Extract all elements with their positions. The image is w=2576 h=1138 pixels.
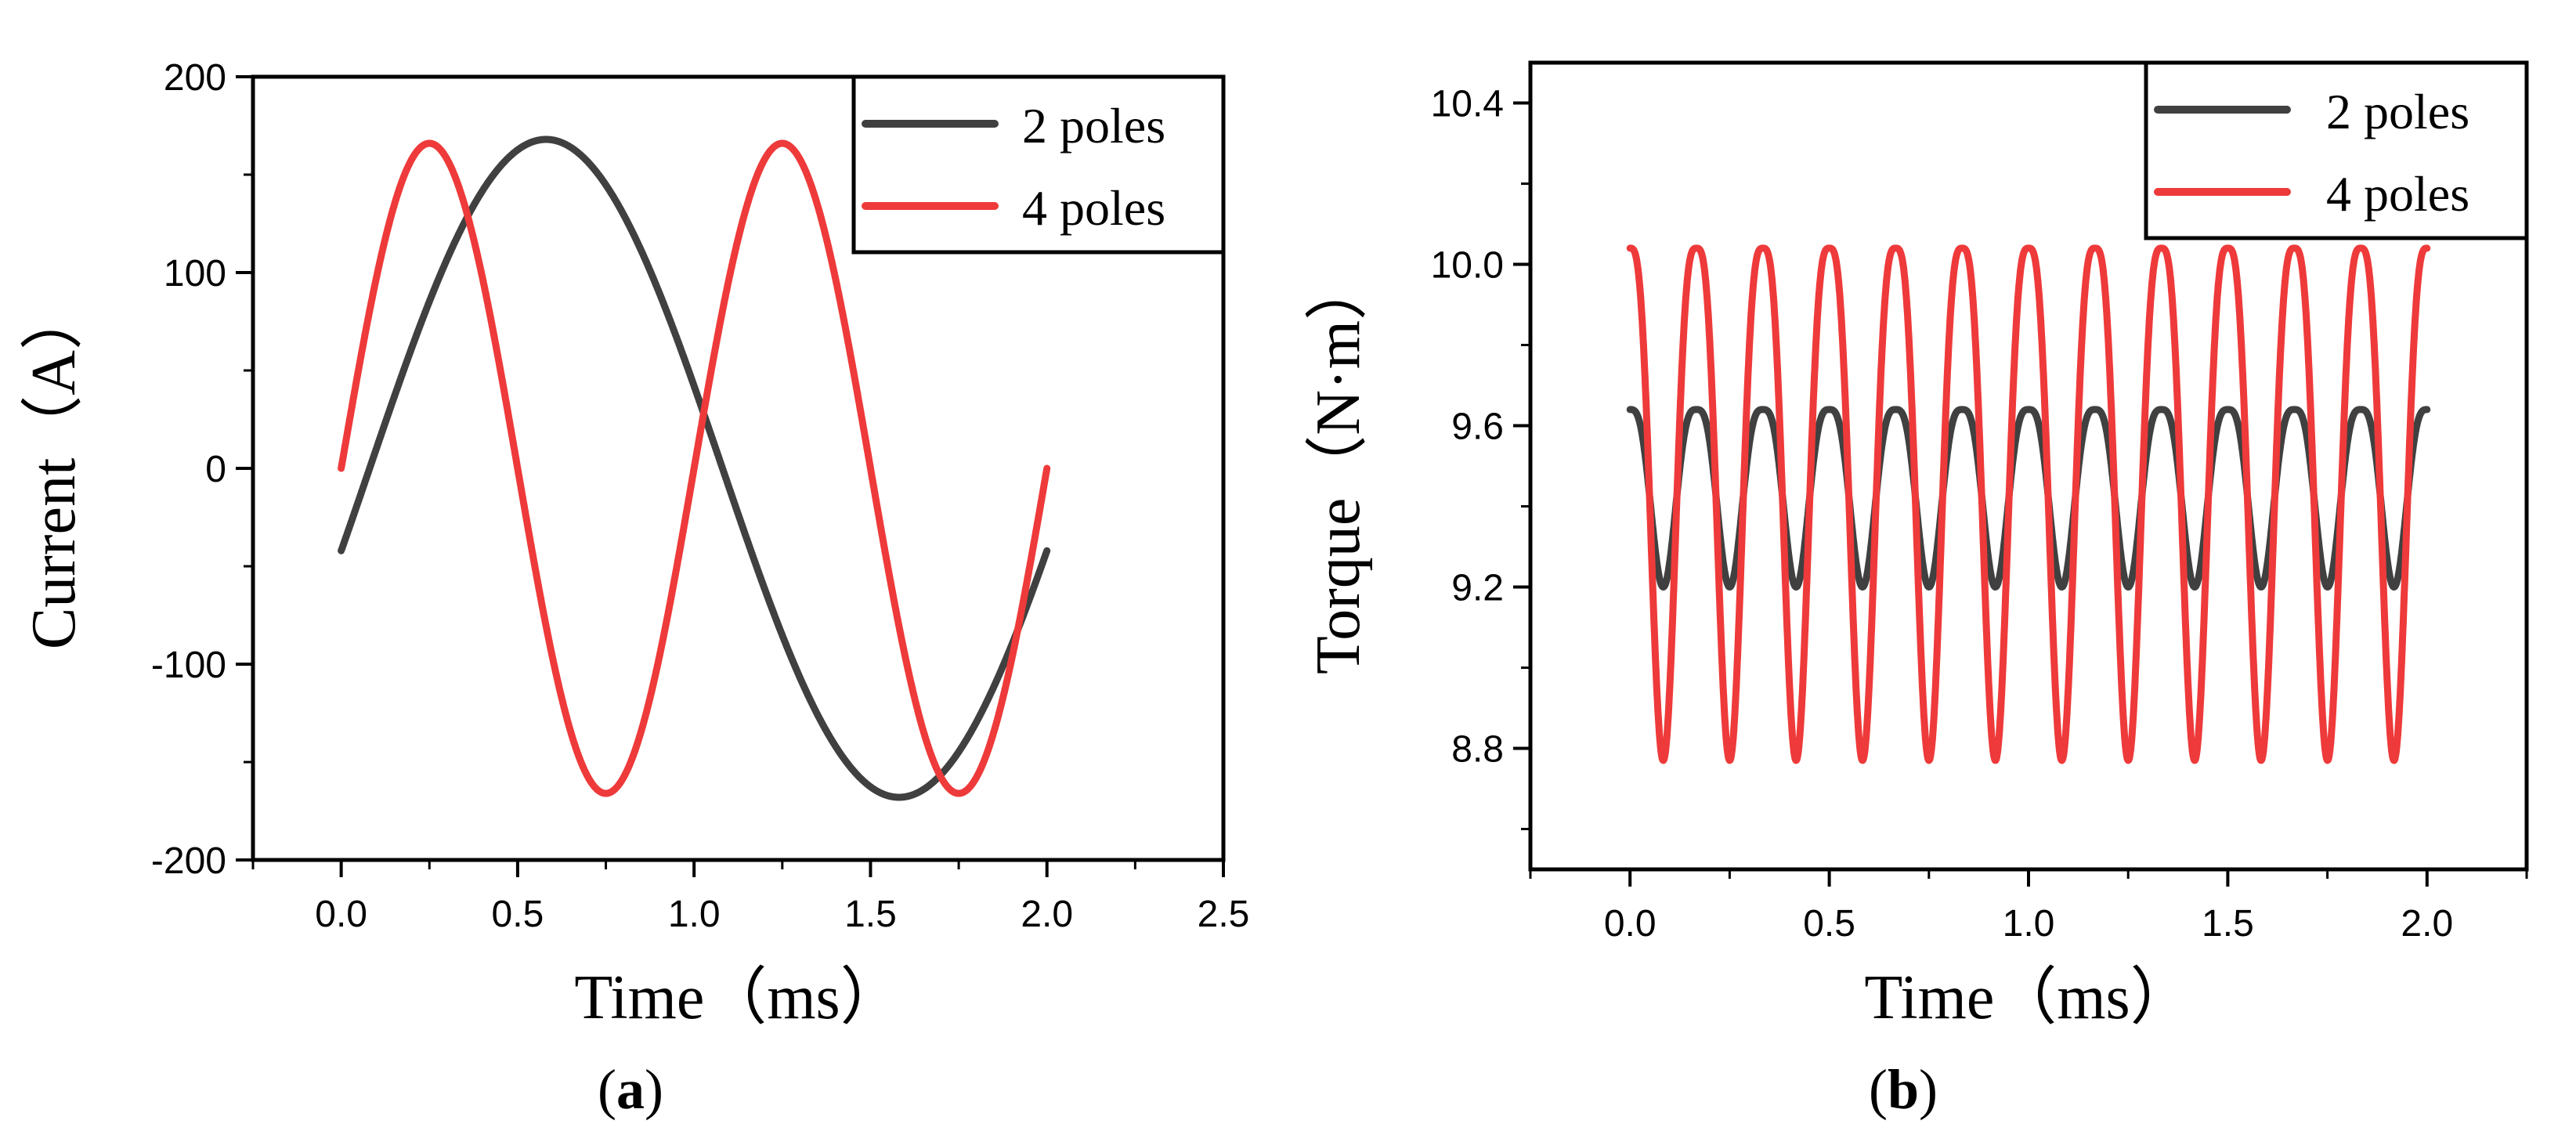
series-line-pa-0 [338, 135, 1051, 801]
panel-label-a-letter: a [616, 1058, 645, 1121]
x-tick-label-pb-1: 0.5 [1803, 903, 1855, 945]
panel-a: 0.0 0.5 1.0 1.5 2.0 2.5 200 100 0 -100 -200 Time（m… [20, 57, 1249, 1121]
x-axis-title-b: Time（ms） [1864, 963, 2192, 1032]
y-tick-label-pb-1: 10.0 [1431, 245, 1504, 287]
y-tick-label-pb-0: 10.4 [1431, 84, 1504, 125]
x-tick-label-pa-5: 2.5 [1198, 894, 1250, 935]
x-tick-label-pa-0: 0.0 [315, 894, 367, 935]
y-axis-title-a: Current（A） [20, 287, 89, 649]
legend-a: 2 poles 4 poles [851, 74, 1226, 255]
legend-label-2-poles-a: 2 poles [1022, 98, 1165, 154]
x-tick-label-pb-4: 2.0 [2401, 903, 2453, 945]
legend-b: 2 poles 4 poles [2144, 60, 2529, 240]
legend-box-a [851, 74, 1226, 255]
panel-label-b: (b) [1869, 1058, 1938, 1121]
x-tick-label-pb-2: 1.0 [2003, 903, 2055, 945]
y-tick-label-pb-2: 9.6 [1451, 406, 1504, 448]
panel-label-a: (a) [598, 1058, 663, 1121]
panel-label-b-letter: b [1888, 1058, 1919, 1121]
series-line-pa-1 [338, 139, 1051, 797]
legend-box-b [2144, 60, 2529, 240]
x-axis-title-a: Time（ms） [574, 963, 902, 1032]
y-tick-label-pb-4: 8.8 [1451, 729, 1504, 771]
series-line-pb-1 [1626, 244, 2431, 764]
legend-label-4-poles-a: 4 poles [1022, 180, 1165, 236]
y-tick-label-pa-0: 200 [164, 57, 226, 99]
series-group-a [338, 135, 1051, 801]
ticks-a: 0.0 0.5 1.0 1.5 2.0 2.5 200 100 0 -100 -200 [151, 57, 1249, 935]
ticks-b: 0.0 0.5 1.0 1.5 2.0 10.4 10.0 9.6 9.2 8.8 [1431, 84, 2528, 945]
y-tick-label-pa-3: -100 [151, 645, 226, 686]
y-axis-title-b: Torque（N·m） [1304, 258, 1373, 674]
x-tick-label-pb-3: 1.5 [2202, 903, 2254, 945]
x-tick-label-pa-1: 0.5 [492, 894, 544, 935]
x-tick-label-pa-2: 1.0 [668, 894, 721, 935]
y-tick-label-pa-4: -200 [151, 840, 226, 882]
y-tick-label-pa-2: 0 [205, 449, 226, 490]
x-tick-label-pb-0: 0.0 [1604, 903, 1657, 945]
x-tick-label-pa-4: 2.0 [1021, 894, 1073, 935]
legend-label-2-poles-b: 2 poles [2326, 84, 2469, 139]
y-tick-label-pb-3: 9.2 [1451, 568, 1504, 609]
panel-b: 0.0 0.5 1.0 1.5 2.0 10.4 10.0 9.6 9.2 8.8 Time（ms… [1304, 60, 2529, 1121]
series-line-pb-0 [1626, 406, 2431, 591]
series-group-b [1626, 244, 2431, 764]
x-tick-label-pa-3: 1.5 [844, 894, 897, 935]
legend-label-4-poles-b: 4 poles [2326, 166, 2469, 222]
y-tick-label-pa-1: 100 [164, 253, 226, 294]
